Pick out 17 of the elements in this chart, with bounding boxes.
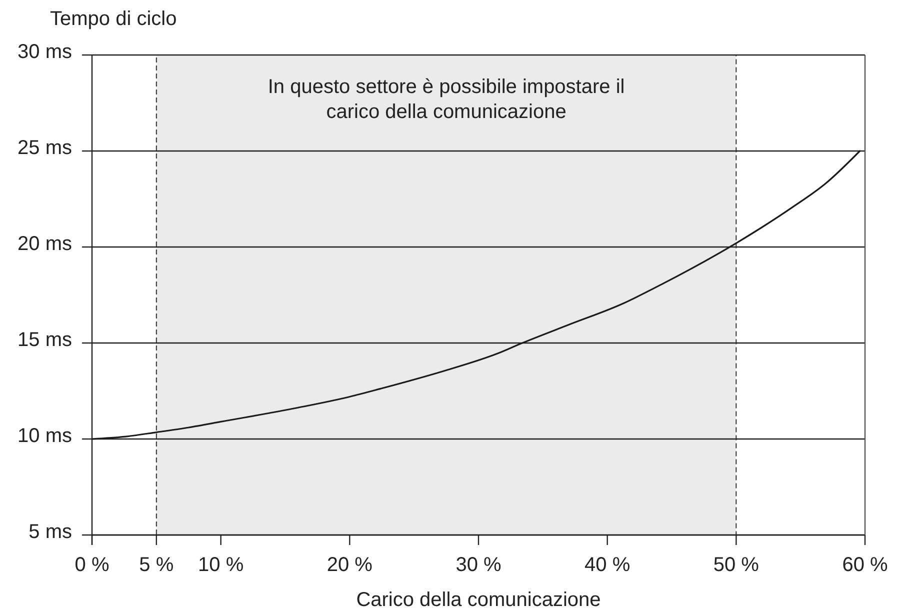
band-label: In questo settore è possibile impostare il carico della comunicazione	[268, 76, 625, 123]
y-tick-label: 25 ms	[18, 137, 72, 159]
y-tick-label: 30 ms	[18, 41, 72, 63]
x-axis-title: Carico della comunicazione	[356, 589, 601, 611]
y-tick-label: 20 ms	[18, 233, 72, 255]
x-tick-label: 10 %	[198, 554, 244, 576]
y-tick-label: 15 ms	[18, 329, 72, 351]
x-tick-label: 30 %	[456, 554, 502, 576]
x-tick-label: 60 %	[842, 554, 888, 576]
x-tick-label: 5 %	[139, 554, 174, 576]
x-tick-label: 20 %	[326, 554, 373, 576]
x-tick-label: 50 %	[713, 554, 760, 576]
y-tick-label: 10 ms	[18, 425, 72, 447]
x-tick-label: 40 %	[584, 554, 630, 576]
y-tick-label: 5 ms	[28, 521, 72, 543]
x-tick-label: 0 %	[74, 554, 110, 576]
y-axis-title: Tempo di ciclo	[50, 8, 177, 30]
